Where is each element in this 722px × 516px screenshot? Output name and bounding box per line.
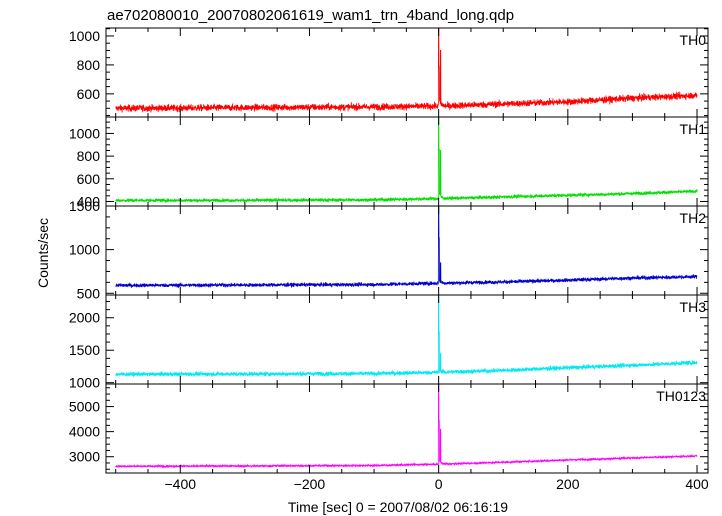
panel-frame: [105, 383, 709, 474]
y-tick-label: 5000: [69, 399, 100, 415]
y-tick-label: 500: [77, 285, 101, 301]
panel-label: TH1: [680, 121, 707, 137]
panels-group: 600 800 1000 TH0 400 600 800 1000 TH1 500 1000 1500…: [69, 27, 709, 492]
x-tick-label: 200: [556, 476, 580, 492]
panel-th0123: 3000 4000 5000 TH0123: [69, 383, 709, 474]
y-tick-label: 4000: [69, 424, 100, 440]
panel-frame: [105, 116, 709, 207]
panel-th3: 1000 1500 2000 TH3: [69, 294, 709, 391]
y-tick-label: 400: [77, 193, 101, 209]
x-tick-label: 400: [685, 476, 709, 492]
y-tick-label: 1000: [69, 28, 100, 44]
y-tick-label: 600: [77, 86, 101, 102]
panel-label: TH3: [680, 299, 707, 315]
panel-frame: [105, 205, 709, 296]
series-line-th1: [115, 117, 698, 204]
y-tick-label: 800: [77, 57, 101, 73]
panel-label: TH0123: [656, 388, 706, 404]
panel-th0: 600 800 1000 TH0: [69, 27, 709, 118]
series-line-th3: [115, 295, 698, 378]
panel-label: TH0: [680, 32, 707, 48]
x-tick-label: −200: [294, 476, 326, 492]
panel-th1: 400 600 800 1000 TH1: [69, 116, 709, 209]
series-line-th0123: [115, 384, 698, 469]
panel-frame: [105, 27, 709, 118]
series-line-th2: [115, 206, 698, 289]
x-axis-label: Time [sec] 0 = 2007/08/02 06:16:19: [288, 499, 508, 515]
chart-title: ae702080010_20070802061619_wam1_trn_4ban…: [107, 7, 514, 24]
x-tick-label: 0: [435, 476, 443, 492]
panel-th2: 500 1000 1500 TH2: [69, 198, 709, 301]
y-tick-label: 1000: [69, 375, 100, 391]
y-tick-label: 3000: [69, 449, 100, 465]
y-tick-label: 1000: [69, 125, 100, 141]
series-line-th0: [115, 28, 698, 113]
y-tick-label: 1000: [69, 242, 100, 258]
y-tick-label: 600: [77, 171, 101, 187]
y-tick-label: 2000: [69, 310, 100, 326]
y-tick-label: 1500: [69, 342, 100, 358]
y-tick-label: 1500: [69, 198, 100, 214]
y-axis-label: Counts/sec: [35, 218, 51, 288]
x-tick-label: −400: [165, 476, 197, 492]
panel-label: TH2: [680, 210, 707, 226]
y-tick-label: 800: [77, 148, 101, 164]
